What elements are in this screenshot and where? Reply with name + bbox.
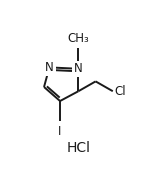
Text: I: I <box>58 125 62 138</box>
Text: Cl: Cl <box>114 85 126 98</box>
Text: CH₃: CH₃ <box>67 32 89 45</box>
Text: HCl: HCl <box>66 141 90 155</box>
Text: N: N <box>74 62 83 75</box>
Text: N: N <box>45 61 54 74</box>
